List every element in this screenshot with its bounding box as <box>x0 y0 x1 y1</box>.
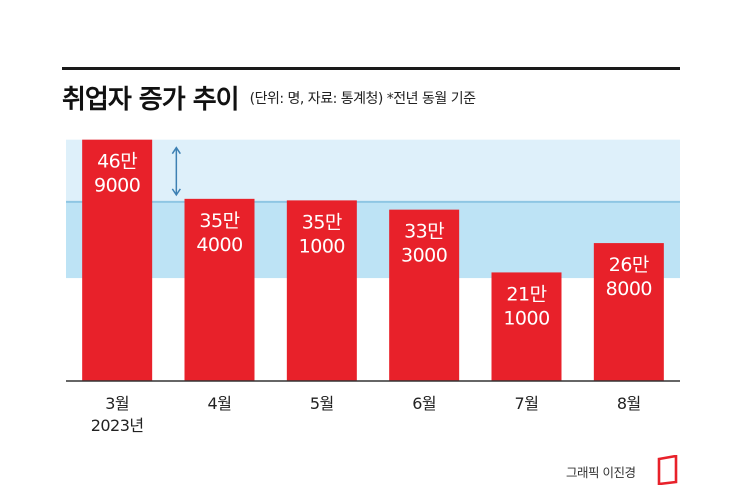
difference-arrow-head-up <box>171 146 181 155</box>
bar <box>82 139 153 381</box>
bar <box>593 243 664 381</box>
bar <box>389 209 460 381</box>
bar-data-label: 35만 4000 <box>196 210 242 256</box>
top-rule <box>62 67 680 70</box>
bar-data-label: 26만 8000 <box>606 254 652 300</box>
graphic-credit: 그래픽 이진경 <box>566 465 636 480</box>
bar-data-label: 21만 1000 <box>503 283 549 329</box>
category-label: 5월 <box>310 394 334 413</box>
bar-data-label: 33만 3000 <box>401 221 447 267</box>
bar <box>184 198 255 381</box>
chart-title: 취업자 증가 추이 <box>62 85 240 115</box>
category-label: 3월 2023년 <box>91 394 144 435</box>
asiae-logo-icon <box>657 455 678 485</box>
bar <box>491 272 562 381</box>
reference-band <box>66 200 680 279</box>
difference-arrow-head-down <box>171 188 181 197</box>
title-row: 취업자 증가 추이 (단위: 명, 자료: 통계청) *전년 동월 기준 <box>62 79 476 119</box>
chart-subtitle: (단위: 명, 자료: 통계청) *전년 동월 기준 <box>249 90 476 107</box>
category-label: 4월 <box>208 394 232 413</box>
bar <box>286 200 357 381</box>
category-label: 7월 <box>515 394 539 413</box>
bar-data-label: 46만 9000 <box>94 151 140 197</box>
reference-band-upper <box>66 139 680 201</box>
category-label: 8월 <box>617 394 641 413</box>
category-label: 6월 <box>412 394 436 413</box>
bar-data-label: 35만 1000 <box>299 211 345 257</box>
